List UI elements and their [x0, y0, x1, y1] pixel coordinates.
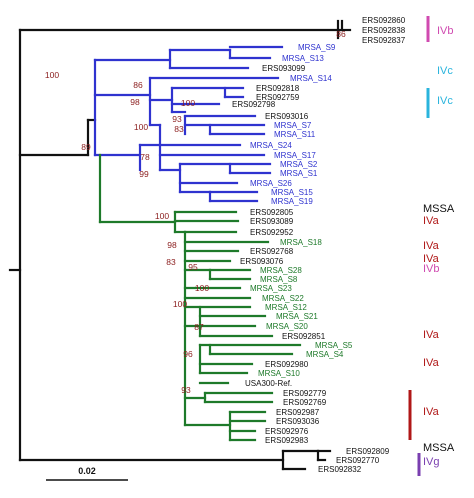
bootstrap-value: 100	[181, 98, 195, 108]
leaf-label: MRSA_S19	[271, 197, 313, 206]
bootstrap-value: 87	[194, 322, 204, 332]
bootstrap-value: 100	[195, 283, 209, 293]
leaf-label: MRSA_S20	[266, 322, 308, 331]
annotation-label: IVc	[437, 95, 453, 107]
leaf-label: MRSA_S11	[274, 130, 316, 139]
annotation-label: IVa	[423, 406, 440, 418]
annotation-label: IVc	[437, 65, 453, 77]
bootstrap-value: 96	[183, 349, 193, 359]
leaf-label: MRSA_S9	[298, 43, 336, 52]
annotation-label: MSSA	[423, 442, 455, 454]
leaf-label: ERS092759	[256, 93, 300, 102]
bootstrap-value: 93	[181, 385, 191, 395]
bootstrap-value: 86	[133, 80, 143, 90]
annotation-label: IVa	[423, 357, 440, 369]
bootstrap-value: 93	[172, 114, 182, 124]
leaf-label: MRSA_S10	[258, 369, 300, 378]
leaf-label: MRSA_S14	[290, 74, 332, 83]
leaf-label: MRSA_S12	[265, 303, 307, 312]
bootstrap-value: 86	[336, 29, 346, 39]
bootstrap-value: 98	[130, 97, 140, 107]
leaf-label: MRSA_S5	[315, 341, 353, 350]
leaf-label: ERS092768	[250, 247, 294, 256]
leaf-label: MRSA_S24	[250, 141, 292, 150]
leaf-label: ERS092976	[265, 427, 309, 436]
leaf-label: ERS092832	[318, 465, 362, 474]
leaf-label: MRSA_S8	[260, 275, 298, 284]
leaf-label: ERS093089	[250, 217, 294, 226]
bootstrap-value: 100	[155, 211, 169, 221]
leaf-label: MRSA_S1	[280, 169, 318, 178]
leaf-label: ERS092980	[265, 360, 309, 369]
leaf-label: USA300-Ref.	[245, 379, 292, 388]
leaf-label: MRSA_S15	[271, 188, 313, 197]
annotation-label: MSSA	[423, 203, 455, 215]
bootstrap-value: 83	[174, 124, 184, 134]
leaf-label: MRSA_S23	[250, 284, 292, 293]
leaf-label: ERS092770	[336, 456, 380, 465]
leaf-label: MRSA_S13	[282, 54, 324, 63]
leaf-label: MRSA_S18	[280, 238, 322, 247]
leaf-label: MRSA_S21	[276, 312, 318, 321]
leaf-label: MRSA_S4	[306, 350, 344, 359]
leaf-label: ERS092818	[256, 84, 300, 93]
leaf-label: MRSA_S26	[250, 179, 292, 188]
leaf-label: ERS092779	[283, 389, 327, 398]
leaf-label: ERS093036	[276, 417, 320, 426]
annotation-label: IVg	[423, 456, 440, 468]
bootstrap-value: 78	[140, 152, 150, 162]
leaf-label: MRSA_S7	[274, 121, 312, 130]
bootstrap-value: 83	[166, 257, 176, 267]
leaf-label: ERS092809	[346, 447, 390, 456]
leaf-label: ERS092769	[283, 398, 327, 407]
scale-bar-label: 0.02	[78, 466, 96, 476]
leaf-label: MRSA_S22	[262, 294, 304, 303]
leaf-label: ERS093076	[240, 257, 284, 266]
bootstrap-value: 89	[81, 142, 91, 152]
annotation-label: IVb	[437, 25, 454, 37]
leaf-label: ERS093099	[262, 64, 306, 73]
bootstrap-value: 95	[188, 262, 198, 272]
leaf-label: ERS093016	[265, 112, 309, 121]
bootstrap-value: 100	[45, 70, 59, 80]
annotation-label: IVa	[423, 329, 440, 341]
leaf-label: MRSA_S2	[280, 160, 318, 169]
bootstrap-value: 100	[134, 122, 148, 132]
leaf-label: MRSA_S17	[274, 151, 316, 160]
bootstrap-value: 99	[139, 169, 149, 179]
annotation-label: IVa	[423, 240, 440, 252]
leaf-label: ERS092805	[250, 208, 294, 217]
leaf-label: MRSA_S28	[260, 266, 302, 275]
leaf-label: ERS092952	[250, 228, 294, 237]
leaf-label: ERS092838	[362, 26, 406, 35]
bootstrap-value: 98	[167, 240, 177, 250]
annotation-label: IVa	[423, 215, 440, 227]
leaf-label: ERS092837	[362, 36, 406, 45]
leaf-label: ERS092987	[276, 408, 320, 417]
leaf-label: ERS092851	[282, 332, 326, 341]
annotation-label: IVa	[423, 253, 440, 265]
leaf-label: ERS092798	[232, 100, 276, 109]
annotation-label: IVb	[423, 263, 440, 275]
leaf-label: ERS092983	[265, 436, 309, 445]
leaf-label: ERS092860	[362, 16, 406, 25]
bootstrap-value: 100	[173, 299, 187, 309]
